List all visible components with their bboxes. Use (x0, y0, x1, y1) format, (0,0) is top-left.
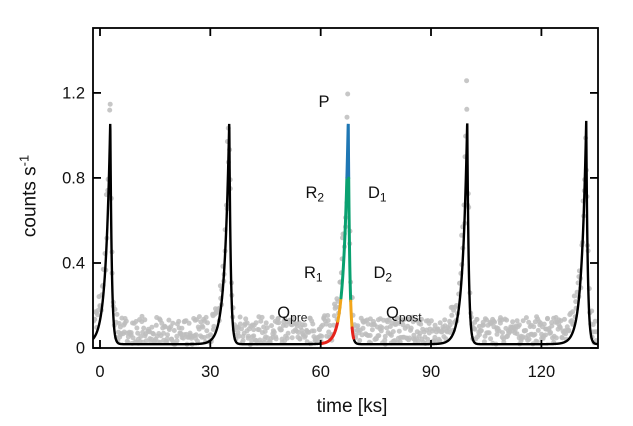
y-tick-label: 0.4 (62, 255, 85, 273)
model-curve (93, 120, 598, 346)
x-tick-label: 0 (95, 363, 104, 381)
y-axis-title: counts s-1 (16, 155, 41, 237)
phase-segment-P (345, 123, 351, 180)
model-curve-black-segment (93, 123, 322, 346)
y-axis-title-exponent: -1 (16, 154, 32, 167)
x-axis-title: time [ks] (316, 396, 388, 417)
y-axis-title-base: counts s (19, 166, 41, 238)
phase-labels: P R2 D1 R1 D2 Qpre Qpost (277, 93, 422, 325)
x-tick-label: 90 (422, 363, 440, 381)
phase-label-D2: D2 (373, 264, 392, 285)
phase-segment-R2 (339, 175, 349, 300)
phase-label-Qpre: Qpre (277, 304, 308, 325)
phase-segment-Q_pre (319, 319, 340, 346)
y-tick-label: 0.8 (62, 169, 85, 187)
model-curve-black-segment (352, 120, 598, 346)
y-tick-label: 0 (76, 340, 85, 358)
x-tick-label: 60 (312, 363, 330, 381)
axes-frame: 0 30 60 90 120 0 0.4 0.8 1.2 (62, 27, 599, 381)
phase-label-Qpost: Qpost (386, 304, 422, 325)
y-tick-label: 1.2 (62, 84, 85, 102)
phase-label-P: P (318, 93, 329, 111)
phase-segment-R1 (336, 296, 343, 323)
x-tick-label: 120 (528, 363, 556, 381)
x-tick-label: 30 (201, 363, 219, 381)
phase-label-R2: R2 (305, 184, 324, 205)
phase-segment-D1 (347, 176, 353, 303)
phase-segment-D2 (349, 299, 354, 330)
phase-segment-Q_post (350, 326, 356, 340)
phase-label-R1: R1 (304, 264, 323, 285)
phase-label-D1: D1 (368, 184, 387, 205)
